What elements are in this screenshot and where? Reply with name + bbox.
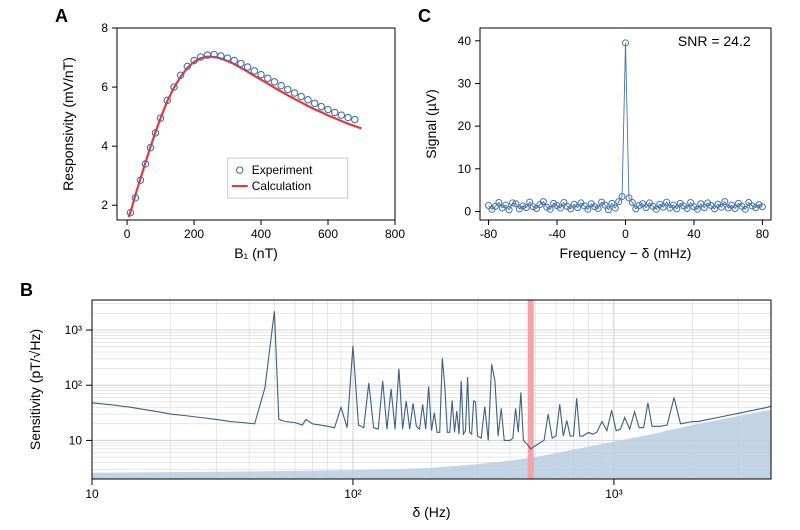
svg-text:10³: 10³ [605, 487, 622, 501]
svg-text:4: 4 [101, 139, 108, 153]
svg-text:Responsivity (mV/nT): Responsivity (mV/nT) [60, 57, 76, 191]
svg-text:0: 0 [622, 227, 629, 241]
svg-text:-80: -80 [480, 227, 498, 241]
svg-text:0: 0 [124, 227, 131, 241]
chart-a: 0 200 400 600 800 2 4 6 8 B₁ (nT) Responsivity (mV… [55, 18, 405, 268]
svg-text:Signal (µV): Signal (µV) [423, 89, 439, 159]
svg-text:0: 0 [464, 204, 471, 218]
chart-b: 10 10² 10³ 10 10² 10³ δ (Hz) Sensitivity (pT/√H… [20, 292, 785, 525]
svg-text:600: 600 [318, 227, 338, 241]
chart-c: -80 -40 0 40 80 0 10 20 30 40 Frequency − δ (mHz) S… [418, 18, 783, 268]
svg-text:8: 8 [101, 21, 108, 35]
svg-text:10³: 10³ [65, 323, 82, 337]
svg-text:80: 80 [756, 227, 770, 241]
svg-text:2: 2 [101, 198, 108, 212]
svg-text:200: 200 [184, 227, 204, 241]
svg-text:10²: 10² [65, 378, 82, 392]
svg-text:10: 10 [69, 433, 83, 447]
svg-text:40: 40 [458, 34, 472, 48]
svg-text:800: 800 [385, 227, 405, 241]
svg-text:6: 6 [101, 80, 108, 94]
svg-text:Experiment: Experiment [252, 163, 313, 177]
svg-text:400: 400 [251, 227, 271, 241]
svg-text:40: 40 [687, 227, 701, 241]
svg-text:10: 10 [85, 487, 99, 501]
svg-text:10: 10 [458, 162, 472, 176]
svg-text:30: 30 [458, 76, 472, 90]
svg-text:10²: 10² [344, 487, 361, 501]
svg-text:δ (Hz): δ (Hz) [412, 504, 450, 520]
svg-text:Frequency − δ (mHz): Frequency − δ (mHz) [560, 245, 692, 261]
svg-text:-40: -40 [548, 227, 566, 241]
svg-text:20: 20 [458, 119, 472, 133]
svg-text:B₁ (nT): B₁ (nT) [234, 245, 278, 261]
svg-text:Sensitivity (pT/√Hz): Sensitivity (pT/√Hz) [27, 329, 43, 450]
svg-text:SNR = 24.2: SNR = 24.2 [678, 33, 751, 49]
svg-text:Calculation: Calculation [252, 179, 311, 193]
